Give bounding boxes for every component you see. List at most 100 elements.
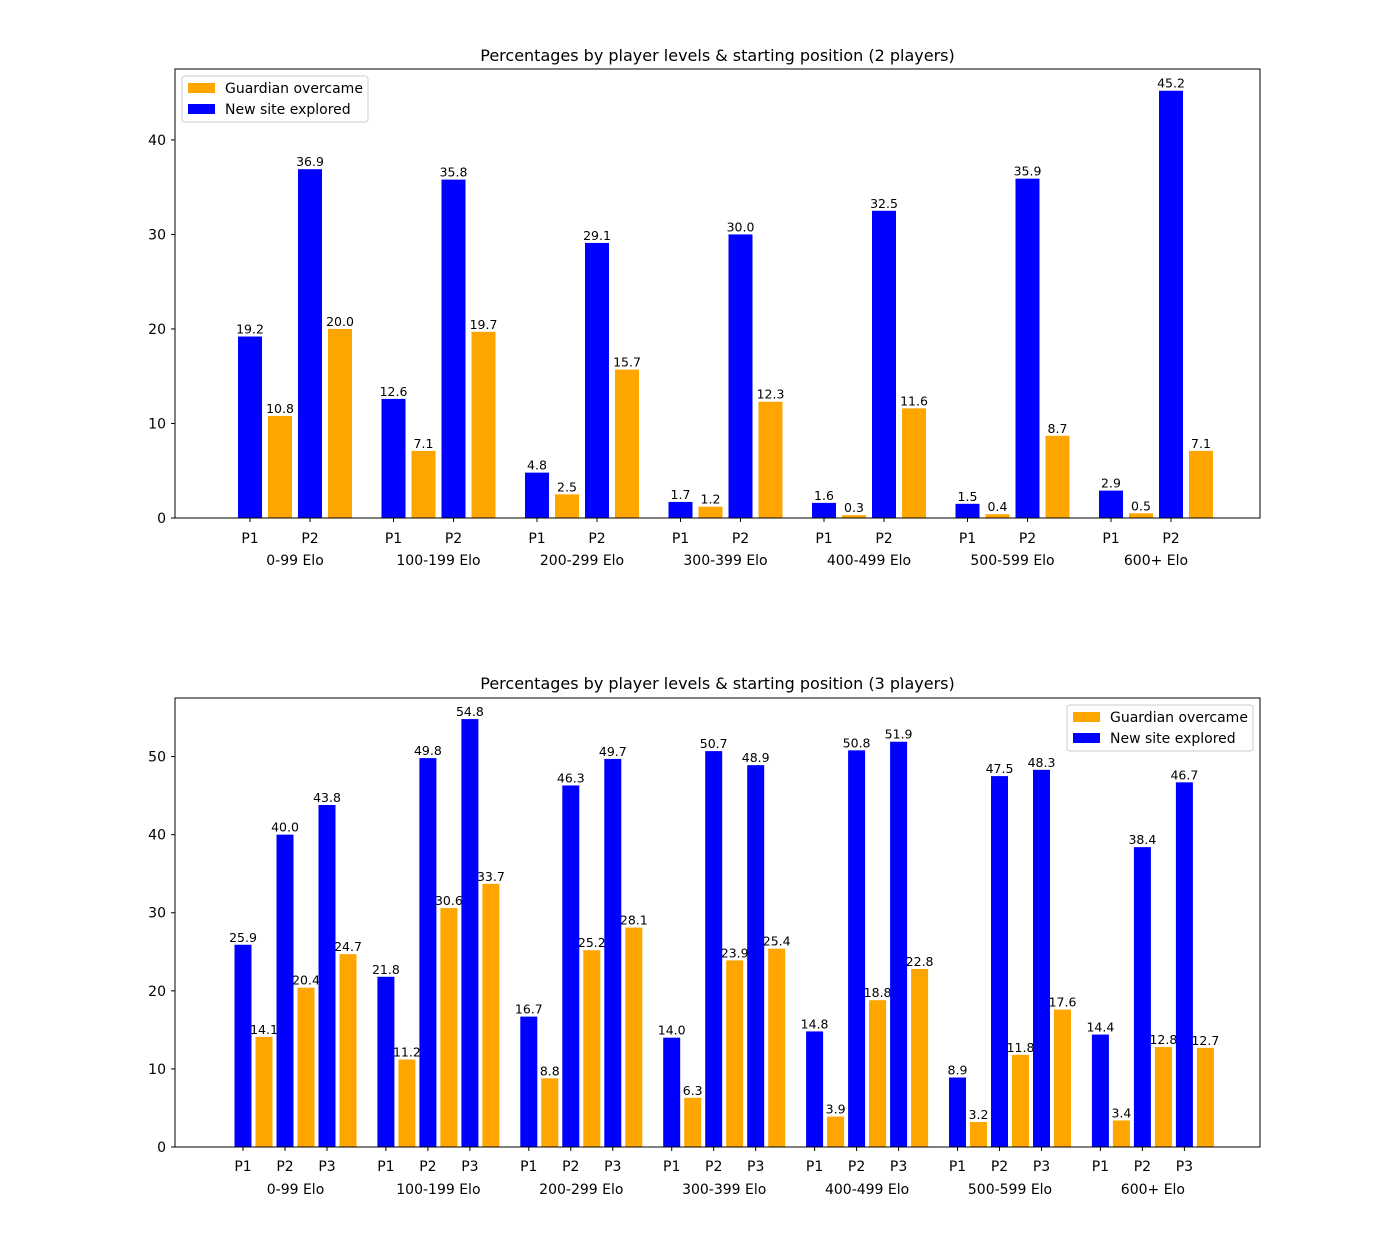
data-label: 3.9 <box>826 1102 846 1117</box>
position-label: P2 <box>875 531 892 547</box>
data-label: 12.3 <box>757 387 785 402</box>
legend-box <box>181 75 369 123</box>
bar-new-site-explored <box>728 234 753 518</box>
data-label: 2.9 <box>1101 476 1121 491</box>
bar-new-site-explored <box>234 944 252 1147</box>
bar-guardian-overcame <box>398 1059 416 1147</box>
data-label: 10.8 <box>266 401 294 416</box>
group-label: 500-599 Elo <box>968 1182 1052 1198</box>
bar-guardian-overcame <box>583 950 601 1147</box>
position-label: P1 <box>672 531 689 547</box>
data-label: 49.7 <box>599 744 627 759</box>
bar-new-site-explored <box>1133 847 1151 1147</box>
data-label: 23.9 <box>721 945 749 960</box>
bar-new-site-explored <box>812 502 836 518</box>
bar-guardian-overcame <box>970 1122 987 1147</box>
y-tick-label: 0 <box>157 511 166 527</box>
data-label: 1.6 <box>814 488 834 503</box>
data-label: 14.0 <box>658 1023 686 1038</box>
position-label: P1 <box>959 531 976 547</box>
data-label: 30.0 <box>727 219 755 234</box>
bar-guardian-overcame <box>471 331 496 518</box>
bar-new-site-explored <box>1091 1034 1109 1147</box>
bar-guardian-overcame <box>698 506 723 518</box>
bar-guardian-overcame <box>411 450 436 518</box>
data-label: 11.6 <box>900 393 928 408</box>
bar-new-site-explored <box>461 719 479 1147</box>
legend: Guardian overcame New site explored <box>181 75 369 123</box>
bar-guardian-overcame <box>339 954 357 1147</box>
legend-swatch <box>188 83 215 93</box>
bar-guardian-overcame <box>328 328 352 518</box>
group-label: 200-299 Elo <box>540 553 624 569</box>
y-tick-label: 20 <box>148 984 166 1000</box>
data-label: 28.1 <box>620 913 648 928</box>
data-label: 46.3 <box>557 770 585 785</box>
bar-new-site-explored <box>991 776 1008 1147</box>
group-label: 500-599 Elo <box>970 553 1054 569</box>
data-label: 17.6 <box>1049 995 1077 1010</box>
group-label: 100-199 Elo <box>396 553 480 569</box>
bar-new-site-explored <box>377 976 395 1147</box>
position-label: P2 <box>419 1159 436 1175</box>
bar-guardian-overcame <box>911 968 929 1147</box>
data-label: 8.8 <box>540 1063 560 1078</box>
position-label: P2 <box>445 531 462 547</box>
bar-guardian-overcame <box>440 908 458 1147</box>
bar-new-site-explored <box>276 834 294 1147</box>
position-label: P3 <box>461 1159 478 1175</box>
data-label: 14.1 <box>250 1022 278 1037</box>
data-label: 8.7 <box>1048 421 1068 436</box>
legend: Guardian overcame New site explored <box>1066 704 1254 752</box>
legend-label: New site explored <box>1110 731 1236 747</box>
data-label: 6.3 <box>683 1083 703 1098</box>
group-label: 100-199 Elo <box>396 1182 480 1198</box>
data-label: 14.8 <box>801 1016 829 1031</box>
group-label: 300-399 Elo <box>682 1182 766 1198</box>
position-label: P3 <box>318 1159 335 1175</box>
bar-new-site-explored <box>872 210 896 518</box>
position-label: P2 <box>848 1159 865 1175</box>
plot-frame <box>174 697 1261 1148</box>
data-label: 20.0 <box>326 314 354 329</box>
bar-new-site-explored <box>298 169 322 519</box>
bar-new-site-explored <box>381 398 406 518</box>
position-label: P1 <box>806 1159 823 1175</box>
group-label: 0-99 Elo <box>267 1182 325 1198</box>
bar-new-site-explored <box>663 1037 681 1147</box>
legend-label: Guardian overcame <box>225 81 363 97</box>
bar-new-site-explored <box>955 503 980 518</box>
group-label: 200-299 Elo <box>539 1182 623 1198</box>
data-label: 33.7 <box>477 869 505 884</box>
legend-swatch <box>1073 712 1100 722</box>
position-label: P3 <box>890 1159 907 1175</box>
data-label: 7.1 <box>1191 436 1211 451</box>
position-label: P2 <box>991 1159 1008 1175</box>
bar-guardian-overcame <box>482 883 500 1147</box>
data-label: 2.5 <box>557 479 577 494</box>
bar-guardian-overcame <box>1054 1009 1071 1147</box>
data-label: 12.8 <box>1149 1032 1177 1047</box>
bar-guardian-overcame <box>297 987 315 1147</box>
bar-guardian-overcame <box>1112 1120 1130 1147</box>
data-label: 20.4 <box>292 973 320 988</box>
plot-frame <box>174 68 1261 519</box>
position-label: P1 <box>949 1159 966 1175</box>
y-tick-label: 0 <box>157 1140 166 1156</box>
bar-new-site-explored <box>525 472 549 518</box>
bar-guardian-overcame <box>555 494 579 518</box>
position-label: P3 <box>747 1159 764 1175</box>
position-label: P1 <box>234 1159 251 1175</box>
data-label: 30.6 <box>435 893 463 908</box>
data-label: 29.1 <box>583 228 611 243</box>
bar-guardian-overcame <box>827 1116 845 1147</box>
data-label: 46.7 <box>1170 767 1198 782</box>
y-tick-label: 10 <box>148 416 166 432</box>
group-label: 300-399 Elo <box>683 553 767 569</box>
data-label: 25.4 <box>763 934 791 949</box>
legend-box <box>1066 704 1254 752</box>
group-label: 600+ Elo <box>1124 553 1188 569</box>
data-label: 35.9 <box>1014 164 1042 179</box>
y-tick-label: 50 <box>148 750 166 766</box>
